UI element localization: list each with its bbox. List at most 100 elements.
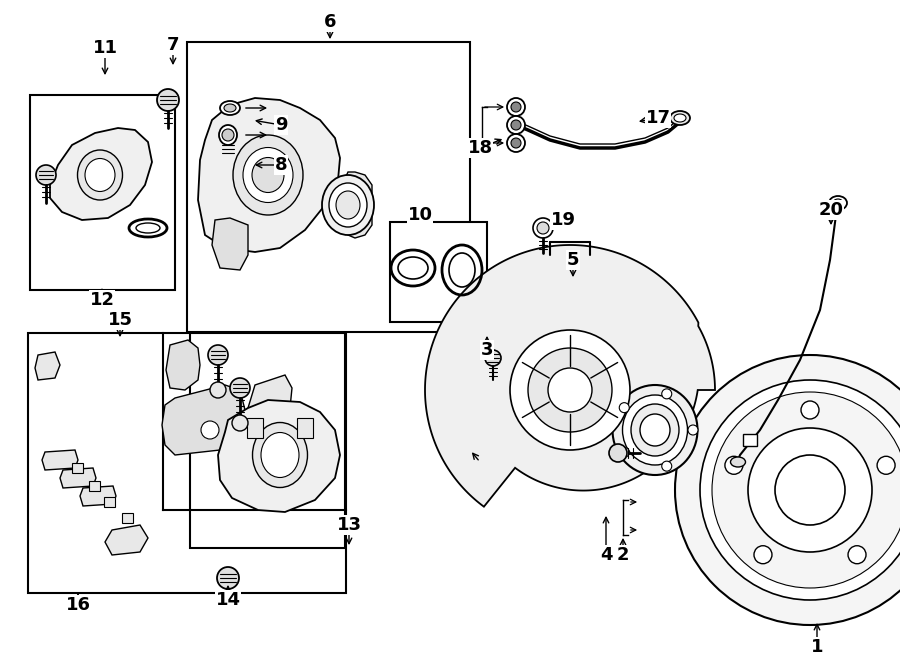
Polygon shape: [60, 468, 96, 488]
Ellipse shape: [631, 404, 679, 456]
Text: 5: 5: [567, 251, 580, 269]
Ellipse shape: [85, 158, 115, 191]
Circle shape: [222, 129, 234, 141]
Ellipse shape: [253, 422, 308, 487]
Text: 18: 18: [467, 139, 492, 157]
Polygon shape: [248, 375, 292, 425]
Ellipse shape: [398, 257, 428, 279]
Polygon shape: [212, 218, 248, 270]
Ellipse shape: [224, 104, 236, 112]
Circle shape: [210, 382, 226, 398]
Circle shape: [662, 461, 671, 471]
Bar: [297, 418, 313, 438]
Polygon shape: [425, 245, 715, 506]
Ellipse shape: [243, 148, 293, 203]
Bar: [122, 513, 133, 523]
Circle shape: [208, 345, 228, 365]
Ellipse shape: [623, 395, 688, 465]
Circle shape: [848, 545, 866, 564]
Ellipse shape: [322, 175, 374, 235]
Ellipse shape: [136, 223, 160, 233]
Circle shape: [548, 368, 592, 412]
Circle shape: [510, 330, 630, 450]
Text: 4: 4: [599, 546, 612, 564]
Text: 2: 2: [616, 546, 629, 564]
Bar: [30, 95, 175, 290]
Circle shape: [507, 98, 525, 116]
Ellipse shape: [329, 183, 367, 227]
Circle shape: [688, 425, 698, 435]
Text: 13: 13: [337, 516, 362, 534]
Polygon shape: [42, 450, 78, 470]
Bar: [390, 222, 487, 322]
Bar: [72, 463, 83, 473]
Bar: [190, 333, 345, 548]
Ellipse shape: [670, 111, 690, 125]
Circle shape: [485, 350, 501, 366]
Ellipse shape: [674, 114, 686, 122]
Circle shape: [537, 222, 549, 234]
Circle shape: [511, 120, 521, 130]
Circle shape: [775, 455, 845, 525]
Bar: [89, 481, 100, 491]
Polygon shape: [162, 385, 245, 455]
Text: 12: 12: [89, 291, 114, 309]
Circle shape: [511, 138, 521, 148]
Text: 3: 3: [481, 341, 493, 359]
Text: 7: 7: [166, 36, 179, 54]
Ellipse shape: [336, 191, 360, 219]
Ellipse shape: [640, 414, 670, 446]
Circle shape: [878, 456, 896, 474]
Polygon shape: [80, 486, 116, 506]
Text: 20: 20: [818, 201, 843, 219]
Bar: [247, 418, 263, 438]
Ellipse shape: [261, 432, 299, 477]
Text: 16: 16: [66, 596, 91, 614]
Circle shape: [712, 392, 900, 588]
Polygon shape: [198, 98, 340, 252]
Ellipse shape: [252, 158, 284, 193]
Bar: [187, 42, 470, 332]
Circle shape: [507, 116, 525, 134]
Circle shape: [754, 545, 772, 564]
Ellipse shape: [220, 101, 240, 115]
Text: 11: 11: [93, 39, 118, 57]
Bar: [104, 497, 115, 507]
Circle shape: [748, 428, 872, 552]
Circle shape: [217, 567, 239, 589]
Ellipse shape: [233, 135, 303, 215]
Text: 17: 17: [645, 109, 670, 127]
Polygon shape: [342, 172, 372, 238]
Polygon shape: [218, 400, 340, 512]
Circle shape: [533, 218, 553, 238]
Bar: [28, 333, 346, 593]
Circle shape: [619, 448, 629, 457]
Circle shape: [511, 102, 521, 112]
Circle shape: [675, 355, 900, 625]
Text: 9: 9: [274, 116, 287, 134]
Circle shape: [528, 348, 612, 432]
Text: 6: 6: [324, 13, 337, 31]
Ellipse shape: [77, 150, 122, 200]
Polygon shape: [105, 525, 148, 555]
Circle shape: [724, 456, 742, 474]
Text: 8: 8: [274, 156, 287, 174]
Text: 19: 19: [551, 211, 575, 229]
Ellipse shape: [731, 457, 745, 467]
Text: 15: 15: [107, 311, 132, 329]
Bar: [743, 434, 757, 446]
Polygon shape: [35, 352, 60, 380]
Ellipse shape: [201, 421, 219, 439]
Ellipse shape: [449, 253, 475, 287]
Circle shape: [507, 134, 525, 152]
Circle shape: [700, 380, 900, 600]
Ellipse shape: [613, 385, 698, 475]
Text: 10: 10: [408, 206, 433, 224]
Polygon shape: [50, 128, 152, 220]
Text: 1: 1: [811, 638, 824, 656]
Ellipse shape: [833, 199, 843, 207]
Ellipse shape: [219, 125, 237, 145]
Text: 14: 14: [215, 591, 240, 609]
Circle shape: [609, 444, 627, 462]
Ellipse shape: [829, 196, 847, 210]
